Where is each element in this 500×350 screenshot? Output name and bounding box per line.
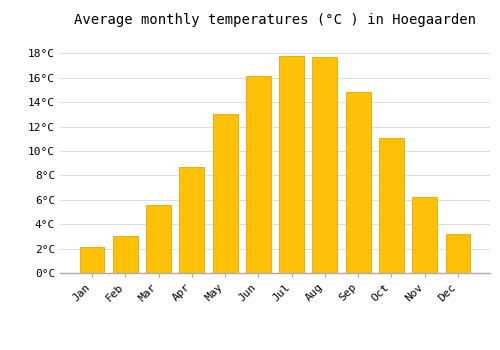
Bar: [246, 77, 271, 273]
Bar: [279, 56, 304, 273]
Bar: [113, 236, 138, 273]
Bar: [180, 167, 204, 273]
Bar: [146, 205, 171, 273]
Bar: [212, 114, 238, 273]
Bar: [312, 57, 338, 273]
Bar: [379, 138, 404, 273]
Bar: [346, 92, 370, 273]
Bar: [446, 234, 470, 273]
Bar: [412, 197, 437, 273]
Bar: [80, 247, 104, 273]
Title: Average monthly temperatures (°C ) in Hoegaarden: Average monthly temperatures (°C ) in Ho…: [74, 13, 476, 27]
